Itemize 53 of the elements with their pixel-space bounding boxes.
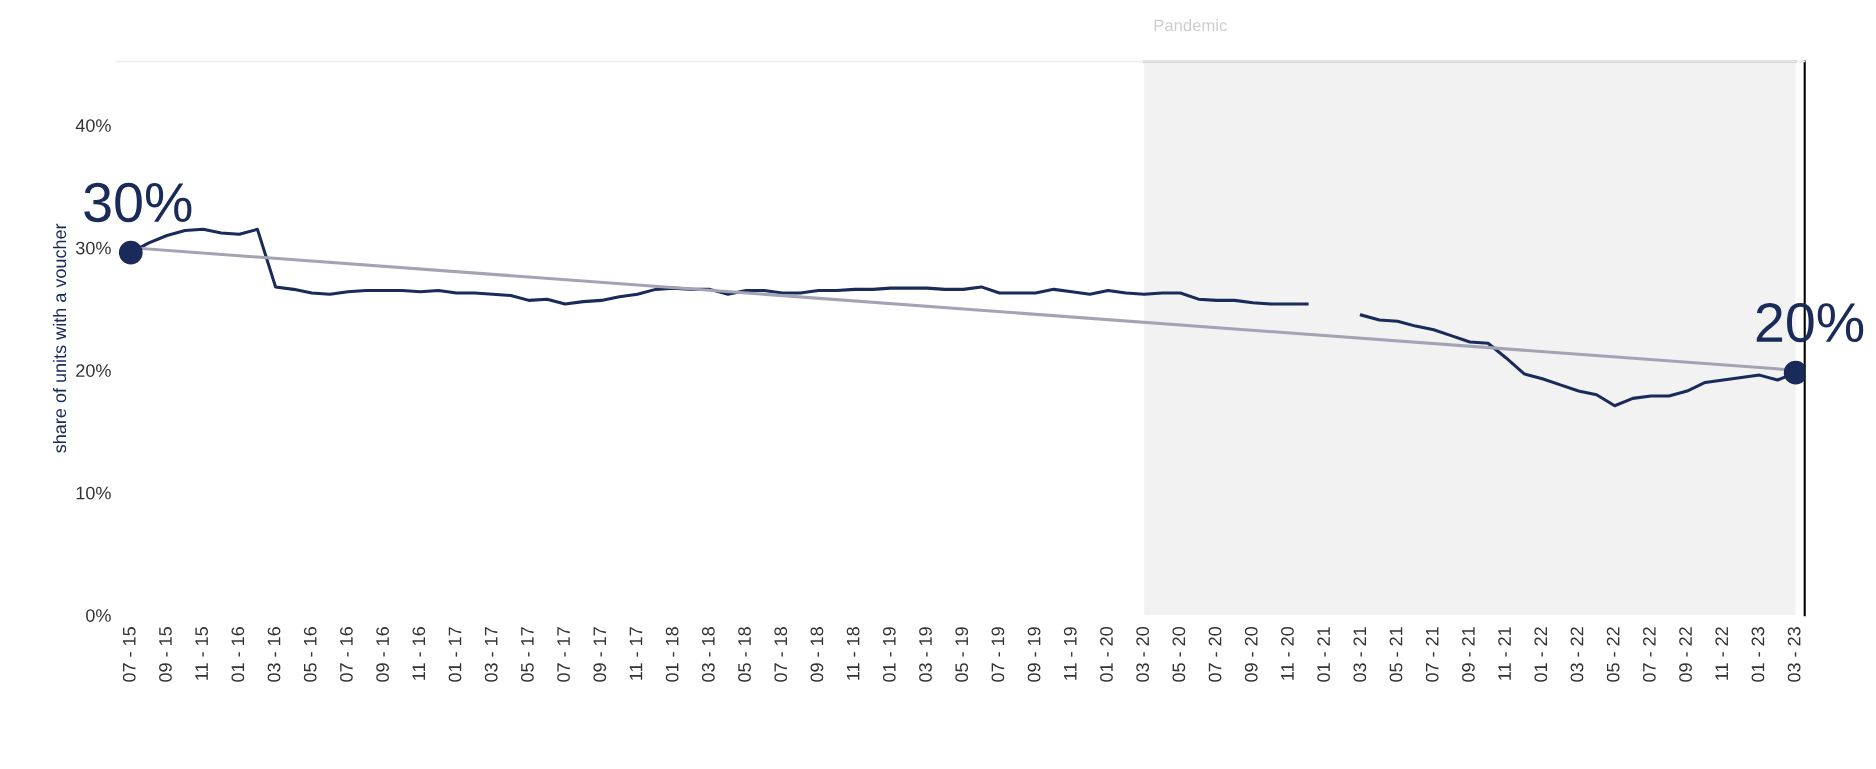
x-tick-label: 07 - 21 <box>1425 627 1439 682</box>
x-tick-label: 09 - 17 <box>593 627 607 682</box>
x-tick-label: 05 - 20 <box>1172 627 1186 682</box>
x-tick-label: 07 - 17 <box>557 627 570 682</box>
y-tick-label: 30% <box>76 241 111 255</box>
x-tick-label: 11 - 18 <box>846 627 860 680</box>
x-tick-label: 11 - 21 <box>1498 627 1511 680</box>
x-tick-label: 05 - 21 <box>1389 627 1403 682</box>
x-tick-label: 11 - 16 <box>412 627 426 680</box>
x-tick-label: 07 - 19 <box>991 627 1005 682</box>
x-tick-label: 05 - 19 <box>955 627 969 682</box>
x-tick-label: 01 - 21 <box>1317 627 1330 682</box>
y-tick-label: 20% <box>76 364 111 377</box>
x-tick-label: 05 - 17 <box>520 627 534 682</box>
x-tick-label: 11 - 22 <box>1715 627 1728 680</box>
x-tick-label: 07 - 20 <box>1208 627 1222 682</box>
x-tick-label: 07 - 16 <box>340 627 353 682</box>
x-tick-label: 09 - 21 <box>1461 627 1475 682</box>
y-tick-label: 0% <box>86 609 111 622</box>
x-tick-label: 03 - 16 <box>267 627 281 682</box>
x-tick-label: 07 - 15 <box>122 627 136 682</box>
x-tick-label: 03 - 17 <box>484 627 498 682</box>
x-tick-label: 11 - 15 <box>195 627 209 680</box>
y-tick-label: 40% <box>75 119 111 132</box>
x-tick-label: 09 - 20 <box>1244 627 1258 682</box>
x-tick-label: 01 - 17 <box>448 627 462 682</box>
x-tick-label: 03 - 23 <box>1787 627 1801 682</box>
x-tick-label: 07 - 22 <box>1642 627 1656 682</box>
x-tick-label: 01 - 23 <box>1751 627 1765 682</box>
x-tick-label: 03 - 22 <box>1570 627 1584 682</box>
x-tick-label: 11 - 19 <box>1063 627 1077 680</box>
x-tick-label: 07 - 18 <box>774 627 788 682</box>
x-tick-label: 11 - 17 <box>629 627 643 680</box>
x-tick-label: 03 - 21 <box>1353 627 1367 682</box>
x-tick-label: 09 - 18 <box>810 627 824 682</box>
x-tick-label: 03 - 19 <box>919 627 932 682</box>
y-axis-title: share of units with a voucher <box>52 223 67 453</box>
x-tick-label: 09 - 15 <box>159 627 172 682</box>
x-tick-label: 01 - 19 <box>882 627 896 682</box>
x-tick-label: 01 - 22 <box>1534 627 1548 682</box>
x-tick-label: 05 - 22 <box>1606 627 1620 682</box>
x-tick-label: 09 - 19 <box>1027 627 1041 682</box>
x-tick-label: 11 - 20 <box>1281 627 1294 680</box>
x-tick-label: 09 - 16 <box>376 627 389 682</box>
x-tick-label: 05 - 16 <box>303 627 317 682</box>
x-tick-label: 05 - 18 <box>738 627 751 682</box>
x-tick-label: 01 - 18 <box>665 627 679 682</box>
x-tick-label: 01 - 20 <box>1100 627 1113 682</box>
x-tick-label: 01 - 16 <box>231 627 245 682</box>
x-tick-label: 03 - 18 <box>701 627 715 682</box>
y-tick-label: 10% <box>76 486 111 500</box>
x-tick-label: 09 - 22 <box>1679 627 1692 682</box>
x-tick-label: 03 - 20 <box>1136 627 1150 682</box>
